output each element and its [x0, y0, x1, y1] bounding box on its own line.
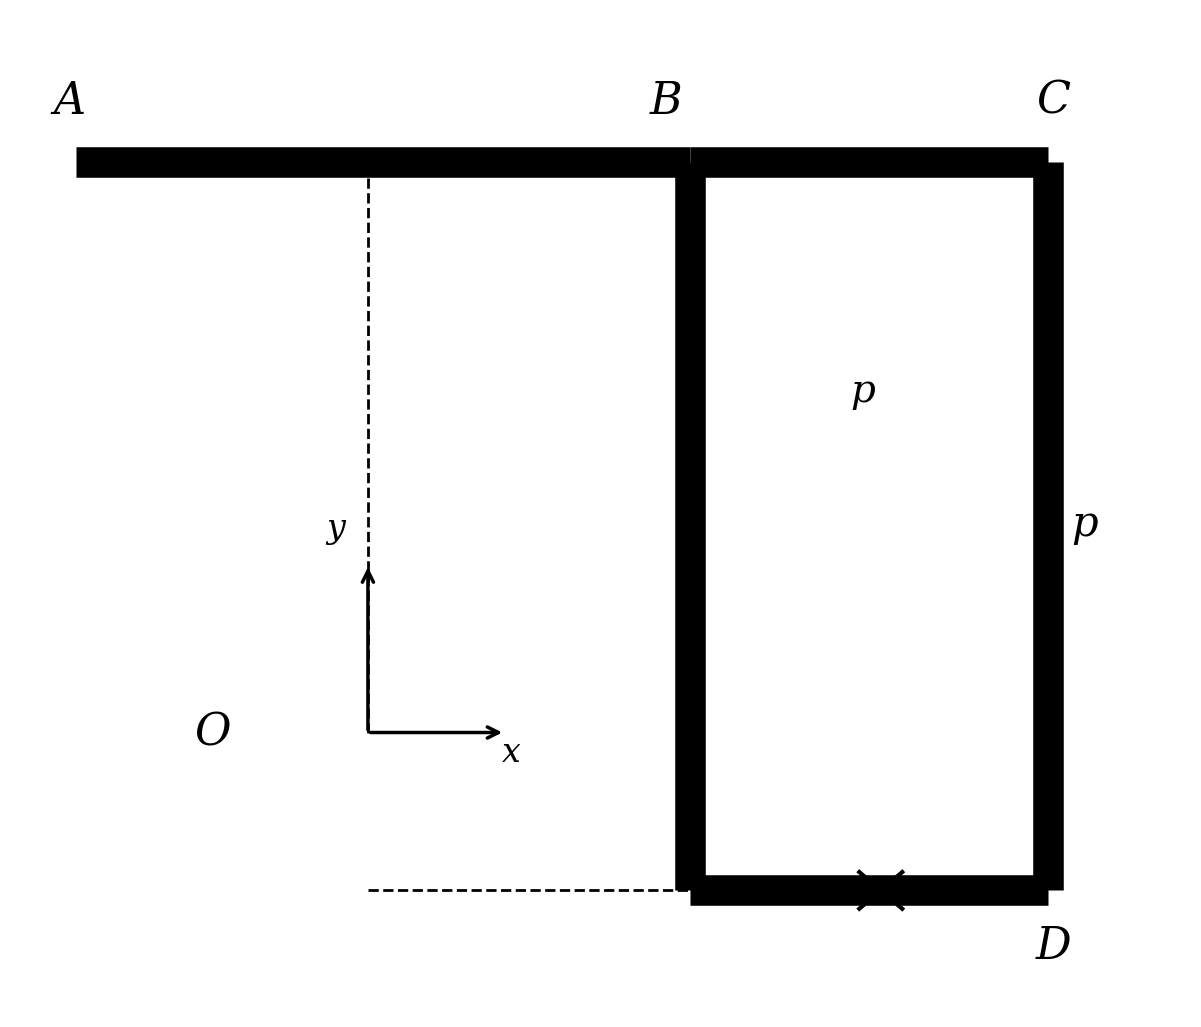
- Text: A: A: [54, 79, 85, 122]
- Text: B: B: [650, 79, 682, 122]
- Text: y: y: [327, 512, 345, 544]
- Text: p: p: [1071, 502, 1098, 544]
- Text: D: D: [1036, 925, 1071, 968]
- Text: x: x: [502, 737, 520, 769]
- Text: O: O: [195, 711, 231, 754]
- Text: C: C: [1036, 79, 1071, 122]
- Text: p: p: [850, 373, 876, 410]
